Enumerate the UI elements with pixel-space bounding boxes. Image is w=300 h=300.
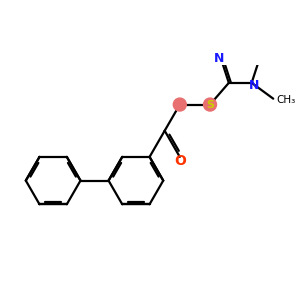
Text: O: O bbox=[174, 154, 186, 168]
Text: S: S bbox=[206, 100, 214, 110]
Text: N: N bbox=[214, 52, 224, 65]
Text: CH₃: CH₃ bbox=[277, 95, 296, 105]
Circle shape bbox=[203, 98, 217, 111]
Circle shape bbox=[173, 98, 186, 111]
Text: N: N bbox=[249, 79, 259, 92]
